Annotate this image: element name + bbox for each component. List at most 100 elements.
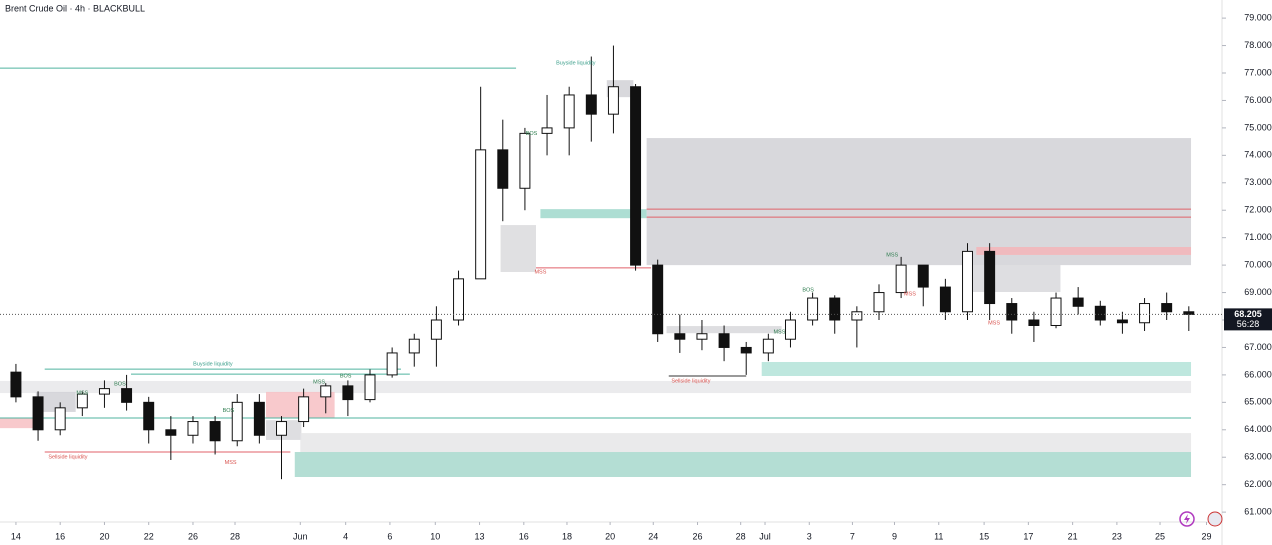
zones bbox=[0, 80, 1192, 477]
annotation: BOS bbox=[802, 287, 814, 293]
candle-body bbox=[652, 264, 664, 335]
y-tick-label: 75.000 bbox=[1244, 122, 1272, 132]
candle-body bbox=[453, 278, 465, 321]
candle-body bbox=[984, 250, 996, 305]
x-tick-label: 18 bbox=[562, 531, 572, 541]
x-tick-label: 23 bbox=[1112, 531, 1122, 541]
y-tick-label: 64.000 bbox=[1244, 424, 1272, 434]
annotation: MSS bbox=[76, 390, 88, 396]
annotation: Sellside liquidity bbox=[671, 378, 710, 384]
y-tick-label: 69.000 bbox=[1244, 287, 1272, 297]
annotation: Sellside liquidity bbox=[48, 455, 87, 461]
candle-body bbox=[696, 333, 708, 340]
candle-body bbox=[98, 388, 110, 395]
candle-body bbox=[1161, 303, 1173, 313]
candle-body bbox=[541, 127, 553, 134]
candle-body bbox=[917, 264, 929, 288]
candles bbox=[10, 45, 1195, 480]
candle-body bbox=[320, 385, 332, 398]
candle-body bbox=[364, 374, 376, 401]
x-tick-label: Jun bbox=[293, 531, 308, 541]
annotation: MSS bbox=[988, 320, 1000, 326]
annotation: BOS bbox=[526, 131, 538, 137]
candle-body bbox=[873, 292, 885, 313]
x-tick-label: 6 bbox=[387, 531, 392, 541]
candle-body bbox=[519, 132, 531, 189]
countdown: 56:28 bbox=[1237, 319, 1260, 329]
zone bbox=[976, 247, 1192, 255]
candle-body bbox=[1139, 303, 1151, 324]
candle-body bbox=[740, 346, 752, 354]
candle-body bbox=[76, 393, 88, 409]
zone bbox=[646, 138, 1192, 266]
annotation: MSS bbox=[534, 269, 546, 275]
chart-title: Brent Crude Oil · 4h · BLACKBULL bbox=[5, 3, 145, 13]
x-tick-label: 17 bbox=[1023, 531, 1033, 541]
annotation: BOS bbox=[340, 373, 352, 379]
candle-body bbox=[342, 385, 354, 401]
x-tick-label: 13 bbox=[475, 531, 485, 541]
annotation: MSS bbox=[904, 291, 916, 297]
x-tick-label: 22 bbox=[144, 531, 154, 541]
y-tick-label: 78.000 bbox=[1244, 40, 1272, 50]
candle-body bbox=[1050, 297, 1062, 326]
zone bbox=[500, 225, 536, 272]
candle-body bbox=[807, 297, 819, 321]
candle-body bbox=[386, 352, 398, 376]
candle-body bbox=[851, 311, 863, 321]
candle-body bbox=[674, 333, 686, 340]
annotation: MSS bbox=[773, 330, 785, 336]
candle-body bbox=[1006, 303, 1018, 321]
candle-body bbox=[497, 149, 509, 189]
zone bbox=[294, 452, 1192, 477]
candle-body bbox=[1072, 297, 1084, 307]
annotation: BOS bbox=[114, 381, 126, 387]
lightning-icon[interactable] bbox=[1179, 511, 1195, 527]
annotation: Buyside liquidity bbox=[193, 361, 233, 367]
icons bbox=[1179, 511, 1223, 527]
candle-body bbox=[1116, 319, 1128, 324]
y-tick-label: 63.000 bbox=[1244, 452, 1272, 462]
candle-body bbox=[585, 94, 597, 115]
lightning-glyph bbox=[1184, 514, 1190, 524]
x-tick-label: 7 bbox=[850, 531, 855, 541]
y-tick-label: 77.000 bbox=[1244, 67, 1272, 77]
x-tick-label: 14 bbox=[11, 531, 21, 541]
last-price-label: 68.205 bbox=[1234, 309, 1262, 319]
x-tick-label: 9 bbox=[892, 531, 897, 541]
zone bbox=[0, 417, 36, 429]
levels bbox=[0, 67, 1192, 453]
x-tick-label: 16 bbox=[55, 531, 65, 541]
axes: 61.000 62.000 63.000 64.000 65.000 66.000 67.0… bbox=[0, 12, 1272, 541]
candle-body bbox=[209, 421, 221, 442]
flag-icon[interactable] bbox=[1207, 511, 1223, 527]
candle-body bbox=[762, 338, 774, 354]
y-tick-label: 70.000 bbox=[1244, 259, 1272, 269]
candle-body bbox=[829, 297, 841, 321]
x-tick-label: Jul bbox=[759, 531, 771, 541]
x-tick-label: 25 bbox=[1155, 531, 1165, 541]
candle-body bbox=[54, 407, 66, 431]
x-tick-label: 28 bbox=[230, 531, 240, 541]
y-tick-label: 65.000 bbox=[1244, 397, 1272, 407]
y-tick-label: 67.000 bbox=[1244, 342, 1272, 352]
candle-body bbox=[895, 264, 907, 294]
candle-body bbox=[187, 421, 199, 436]
candle-body bbox=[143, 401, 155, 431]
x-tick-label: 16 bbox=[519, 531, 529, 541]
x-tick-label: 26 bbox=[693, 531, 703, 541]
candle-body bbox=[607, 86, 619, 115]
x-tick-label: 26 bbox=[188, 531, 198, 541]
y-tick-label: 66.000 bbox=[1244, 369, 1272, 379]
annotation: MSS bbox=[886, 252, 898, 258]
candle-body bbox=[408, 338, 420, 354]
candle-body bbox=[962, 250, 973, 313]
zone bbox=[0, 380, 1192, 394]
y-tick-label: 74.000 bbox=[1244, 150, 1272, 160]
candle-body bbox=[630, 86, 642, 266]
candle-body bbox=[475, 149, 487, 280]
y-tick-label: 76.000 bbox=[1244, 95, 1272, 105]
annotation: MSS bbox=[313, 379, 325, 385]
x-tick-label: 10 bbox=[430, 531, 440, 541]
candle-body bbox=[298, 396, 310, 423]
